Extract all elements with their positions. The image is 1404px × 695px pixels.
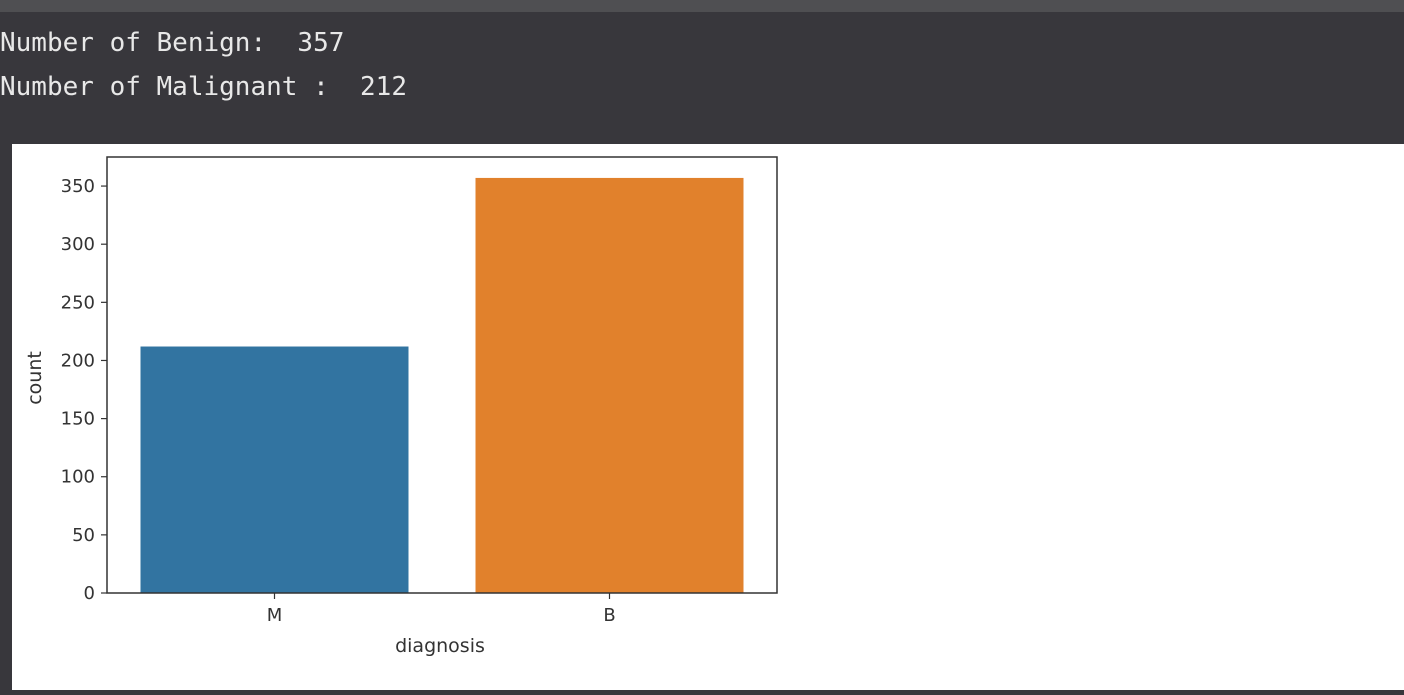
axes-frame [106,156,778,594]
y-axis-label: count [24,351,46,405]
malignant-count-line: Number of Malignant : 212 [0,72,407,102]
bar-B [475,177,744,593]
bar-M [140,346,409,593]
cell-top-bar [0,0,1404,12]
y-tick-label-100: 100 [61,467,95,488]
y-tick-label-50: 50 [72,525,95,546]
y-tick-label-300: 300 [61,234,95,255]
x-tick-label-B: B [603,605,615,626]
benign-count-line: Number of Benign: 357 [0,28,345,58]
y-tick-label-350: 350 [61,176,95,197]
y-tick-label-150: 150 [61,409,95,430]
x-axis-label: diagnosis [395,635,485,657]
y-tick-label-0: 0 [84,583,95,604]
y-tick-label-200: 200 [61,350,95,371]
bars-group [140,177,744,593]
y-tick-label-250: 250 [61,292,95,313]
y-axis: 0 50 100 150 200 250 300 350 [61,176,107,604]
cell-output-text: Number of Benign: 357 Number of Malignan… [0,12,1404,144]
x-tick-label-M: M [267,605,283,626]
